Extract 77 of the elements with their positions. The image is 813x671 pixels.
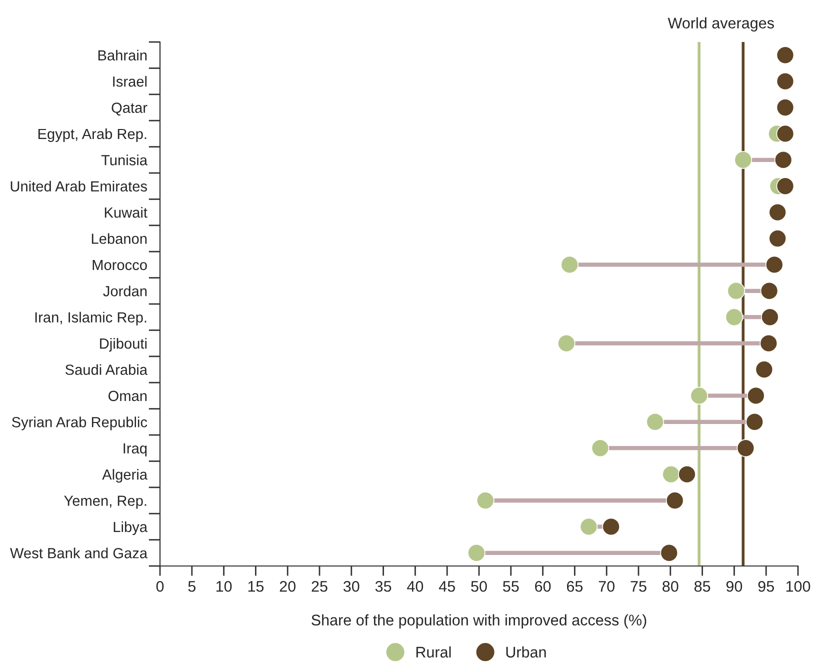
y-tick-label: Lebanon [92, 233, 147, 244]
x-tick-label: 90 [726, 580, 742, 592]
y-tick-label: Iraq [124, 443, 147, 456]
point [660, 544, 678, 562]
point [768, 203, 787, 222]
point [760, 282, 778, 300]
y-tick-label: Libya [114, 521, 148, 536]
legend-label: Rural [416, 646, 451, 658]
point [725, 308, 744, 326]
x-tick-label: 30 [343, 580, 360, 592]
y-tick-label: Saudi Arabia [65, 364, 148, 375]
point [690, 386, 708, 405]
point [734, 150, 752, 169]
x-tick-label: 15 [248, 581, 264, 592]
point [768, 230, 787, 248]
x-tick-label: 5 [188, 581, 196, 592]
y-tick-label: Tunisia [101, 154, 148, 166]
x-tick-label: 0 [156, 580, 164, 592]
y-tick-label: Kuwait [104, 207, 148, 218]
point [591, 439, 610, 458]
y-tick-label: West Bank and Gaza [10, 548, 148, 558]
point [774, 150, 792, 169]
x-tick-label: 70 [598, 580, 614, 592]
point [746, 386, 765, 405]
point [476, 492, 494, 510]
x-tick-label: 65 [566, 580, 583, 592]
x-tick-label: 20 [280, 580, 296, 592]
point [776, 124, 794, 143]
point [746, 412, 764, 431]
y-tick-label: United Arab Emirates [10, 180, 147, 192]
point [666, 492, 684, 510]
point [560, 256, 579, 274]
x-tick-label: 25 [312, 580, 328, 592]
y-tick-label: Jordan [103, 286, 147, 296]
y-tick-label: Egypt, Arab Rep. [38, 128, 146, 142]
text: World averages [668, 17, 774, 32]
y-tick-label: Morocco [92, 260, 147, 270]
x-tick-label: 50 [471, 580, 487, 592]
x-axis-title: Share of the population with improved access (%) [312, 614, 646, 629]
y-tick-label: Djibouti [100, 338, 147, 352]
point [765, 256, 784, 274]
point [776, 98, 794, 116]
x-tick-label: 75 [630, 581, 646, 592]
y-tick-label: Algeria [102, 469, 148, 483]
x-tick-label: 45 [438, 581, 455, 592]
x-tick-label: 35 [375, 580, 392, 592]
y-tick-label: Iran, Islamic Rep. [35, 312, 146, 326]
point [776, 46, 794, 64]
point [602, 518, 620, 536]
point [580, 518, 598, 536]
x-tick-label: 55 [503, 581, 519, 592]
point [776, 72, 794, 90]
y-tick-label: Bahrain [98, 50, 147, 61]
x-tick-label: 100 [786, 580, 810, 592]
x-tick-label: 40 [407, 580, 424, 592]
x-tick-label: 80 [662, 580, 678, 592]
point [557, 334, 576, 352]
x-tick-label: 10 [216, 580, 232, 592]
x-tick-label: 85 [694, 580, 710, 592]
point [776, 177, 794, 196]
point [761, 308, 779, 326]
point [755, 360, 774, 378]
x-tick-label: 95 [758, 580, 774, 592]
point [468, 544, 486, 562]
y-tick-label: Yemen, Rep. [64, 496, 146, 509]
point [646, 412, 664, 431]
y-tick-label: Israel [113, 76, 147, 87]
legend-label: Urban [506, 646, 546, 658]
y-tick-label: Oman [108, 390, 147, 402]
point [678, 465, 696, 484]
point [736, 439, 755, 458]
x-tick-label: 60 [535, 580, 551, 592]
point [760, 334, 778, 352]
point [727, 282, 746, 300]
y-tick-label: Qatar [112, 102, 148, 116]
point [662, 465, 680, 484]
y-tick-label: Syrian Arab Republic [12, 416, 148, 430]
